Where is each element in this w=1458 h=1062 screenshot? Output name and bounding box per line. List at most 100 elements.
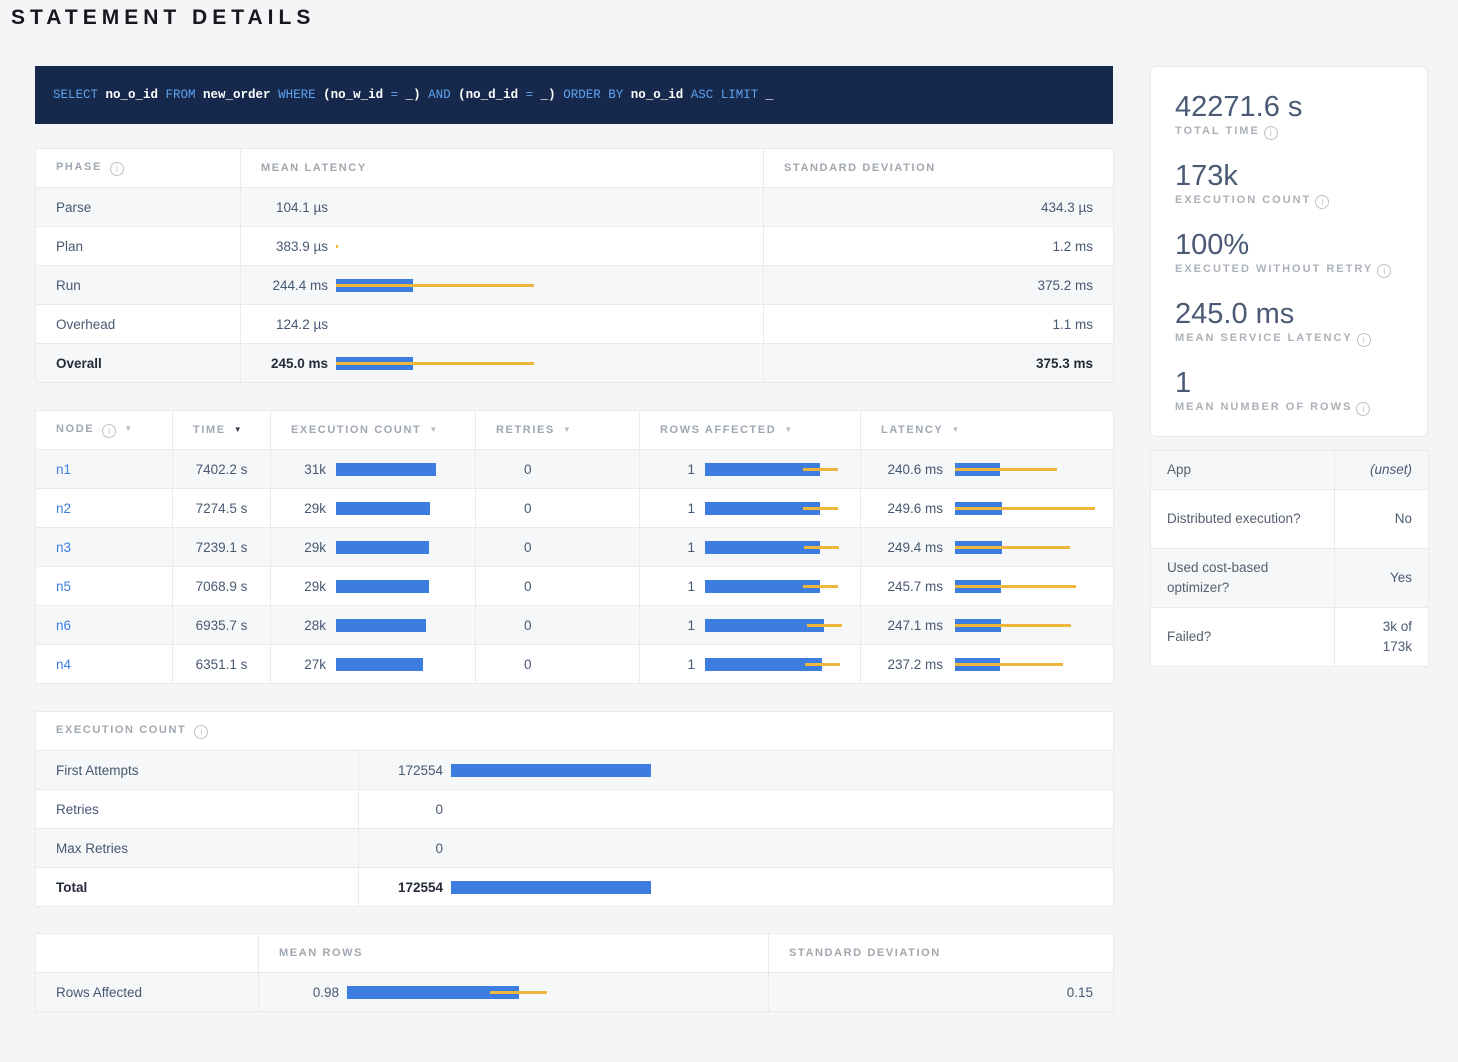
- sql-token-keyword: FROM: [165, 88, 204, 102]
- node-retries: 0: [475, 449, 640, 489]
- stddev-value: 375.3 ms: [763, 343, 1114, 383]
- stddev-whisker: [955, 584, 1076, 588]
- node-exec-count: 29k: [304, 539, 326, 555]
- execution-count-label: Retries: [35, 789, 359, 829]
- mean-stddev-bar: [336, 657, 423, 671]
- execution-count-row: Total 172554: [35, 867, 1114, 907]
- mean-latency-value: 104.1 µs: [275, 199, 328, 215]
- mean-stddev-bar: [705, 618, 842, 632]
- sort-desc-icon: ▼: [784, 425, 793, 434]
- col-mean-latency: MEAN LATENCY: [240, 148, 764, 188]
- mean-latency-value: 245.0 ms: [270, 355, 328, 371]
- sql-token-keyword: ASC LIMIT: [690, 88, 766, 102]
- sql-token-keyword: WHERE: [278, 88, 324, 102]
- execution-count-row: First Attempts 172554: [35, 750, 1114, 790]
- mean-bar: [705, 540, 820, 554]
- node-exec-count: 29k: [304, 578, 326, 594]
- sql-token-ident: no_o_id: [630, 88, 691, 102]
- node-exec-count: 29k: [304, 500, 326, 516]
- phase-label: Overhead: [35, 304, 241, 344]
- info-icon[interactable]: i: [102, 423, 117, 438]
- info-icon[interactable]: i: [194, 724, 209, 739]
- mean-bar: [705, 618, 824, 632]
- mean-stddev-bar: [955, 462, 1057, 476]
- mean-stddev-bar: [336, 618, 426, 632]
- execution-count-value: 0: [435, 801, 443, 817]
- mean-stddev-bar: [705, 501, 838, 515]
- mean-stddev-bar: [705, 579, 838, 593]
- rows-affected-table: MEAN ROWS STANDARD DEVIATION Rows Affect…: [35, 933, 1114, 1012]
- mean-stddev-bar: [705, 657, 840, 671]
- node-link[interactable]: n4: [56, 656, 72, 672]
- mean-stddev-bar: [336, 462, 436, 476]
- info-icon[interactable]: i: [1377, 264, 1392, 278]
- mean-bar: [451, 880, 651, 894]
- node-link[interactable]: n3: [56, 539, 72, 555]
- phase-row: Parse 104.1 µs 434.3 µs: [35, 187, 1114, 227]
- stat-value: 1: [1175, 367, 1192, 399]
- mean-stddev-bar: [451, 880, 651, 894]
- info-icon[interactable]: i: [1315, 195, 1330, 209]
- node-rows-affected: 1: [687, 578, 695, 594]
- stddev-whisker: [805, 662, 840, 666]
- execution-count-label: First Attempts: [35, 750, 359, 790]
- sort-desc-icon: ▼: [429, 425, 438, 434]
- col-execution-count[interactable]: EXECUTION COUNT ▼: [270, 410, 476, 450]
- mean-stddev-bar: [955, 657, 1063, 671]
- sql-token-ident: _): [405, 88, 429, 102]
- mean-stddev-bar: [955, 501, 1095, 515]
- col-empty: [35, 933, 259, 973]
- info-icon[interactable]: i: [1356, 402, 1371, 416]
- info-icon[interactable]: i: [1356, 333, 1371, 347]
- sort-desc-icon: ▼: [233, 425, 242, 434]
- mean-bar: [336, 540, 429, 554]
- details-value: (unset): [1334, 450, 1429, 490]
- col-retries[interactable]: RETRIES ▼: [475, 410, 640, 450]
- sort-desc-icon: ▼: [951, 425, 960, 434]
- info-icon[interactable]: i: [1263, 126, 1278, 140]
- statement-sql-box: SELECT no_o_id FROM new_order WHERE (no_…: [35, 66, 1113, 124]
- mean-stddev-bar: [347, 985, 547, 999]
- node-exec-count: 31k: [304, 461, 326, 477]
- node-retries: 0: [475, 527, 640, 567]
- node-link[interactable]: n6: [56, 617, 72, 633]
- sql-token-ident: _: [765, 88, 774, 102]
- node-link[interactable]: n1: [56, 461, 72, 477]
- node-time: 7068.9 s: [172, 566, 271, 606]
- node-row: n5 7068.9 s 29k 0 1 245.7 ms: [35, 566, 1114, 606]
- details-label: Used cost-based optimizer?: [1150, 548, 1335, 608]
- col-latency[interactable]: LATENCY ▼: [860, 410, 1114, 450]
- node-link[interactable]: n5: [56, 578, 72, 594]
- col-node[interactable]: NODE i ▼: [35, 410, 173, 450]
- sql-token-keyword: =: [525, 88, 541, 102]
- col-phase: PHASE i: [35, 148, 241, 188]
- mean-bar: [451, 763, 651, 777]
- node-rows-affected: 1: [687, 500, 695, 516]
- node-latency: 249.4 ms: [887, 539, 943, 555]
- node-retries: 0: [475, 605, 640, 645]
- col-time[interactable]: TIME ▼: [172, 410, 271, 450]
- node-link[interactable]: n2: [56, 500, 72, 516]
- sort-desc-icon: ▼: [124, 423, 133, 433]
- stddev-whisker: [955, 623, 1071, 627]
- execution-count-table: EXECUTION COUNT i First Attempts 172554 R…: [35, 711, 1114, 907]
- execution-count-label: Max Retries: [35, 828, 359, 868]
- col-standard-deviation: STANDARD DEVIATION: [768, 933, 1114, 973]
- node-table-header: NODE i ▼ TIME ▼ EXECUTION COUNT ▼ RETRIES ▼ R…: [35, 410, 1114, 450]
- col-rows-affected[interactable]: ROWS AFFECTED ▼: [639, 410, 861, 450]
- mean-stddev-bar: [451, 763, 651, 777]
- node-row: n4 6351.1 s 27k 0 1 237.2 ms: [35, 644, 1114, 684]
- node-latency: 240.6 ms: [887, 461, 943, 477]
- mean-latency-value: 383.9 µs: [275, 238, 328, 254]
- node-row: n3 7239.1 s 29k 0 1 249.4 ms: [35, 527, 1114, 567]
- mean-bar: [336, 657, 423, 671]
- mean-stddev-bar: [336, 501, 430, 515]
- mean-stddev-bar: [955, 540, 1070, 554]
- summary-stat: 42271.6 s TOTAL TIME i: [1175, 92, 1403, 140]
- mean-bar: [705, 462, 820, 476]
- rows-affected-label: Rows Affected: [35, 972, 259, 1012]
- rows-affected-header: MEAN ROWS STANDARD DEVIATION: [35, 933, 1114, 973]
- mean-latency-value: 124.2 µs: [275, 316, 328, 332]
- col-execution-count-title: EXECUTION COUNT i: [35, 711, 1114, 751]
- info-icon[interactable]: i: [109, 161, 124, 176]
